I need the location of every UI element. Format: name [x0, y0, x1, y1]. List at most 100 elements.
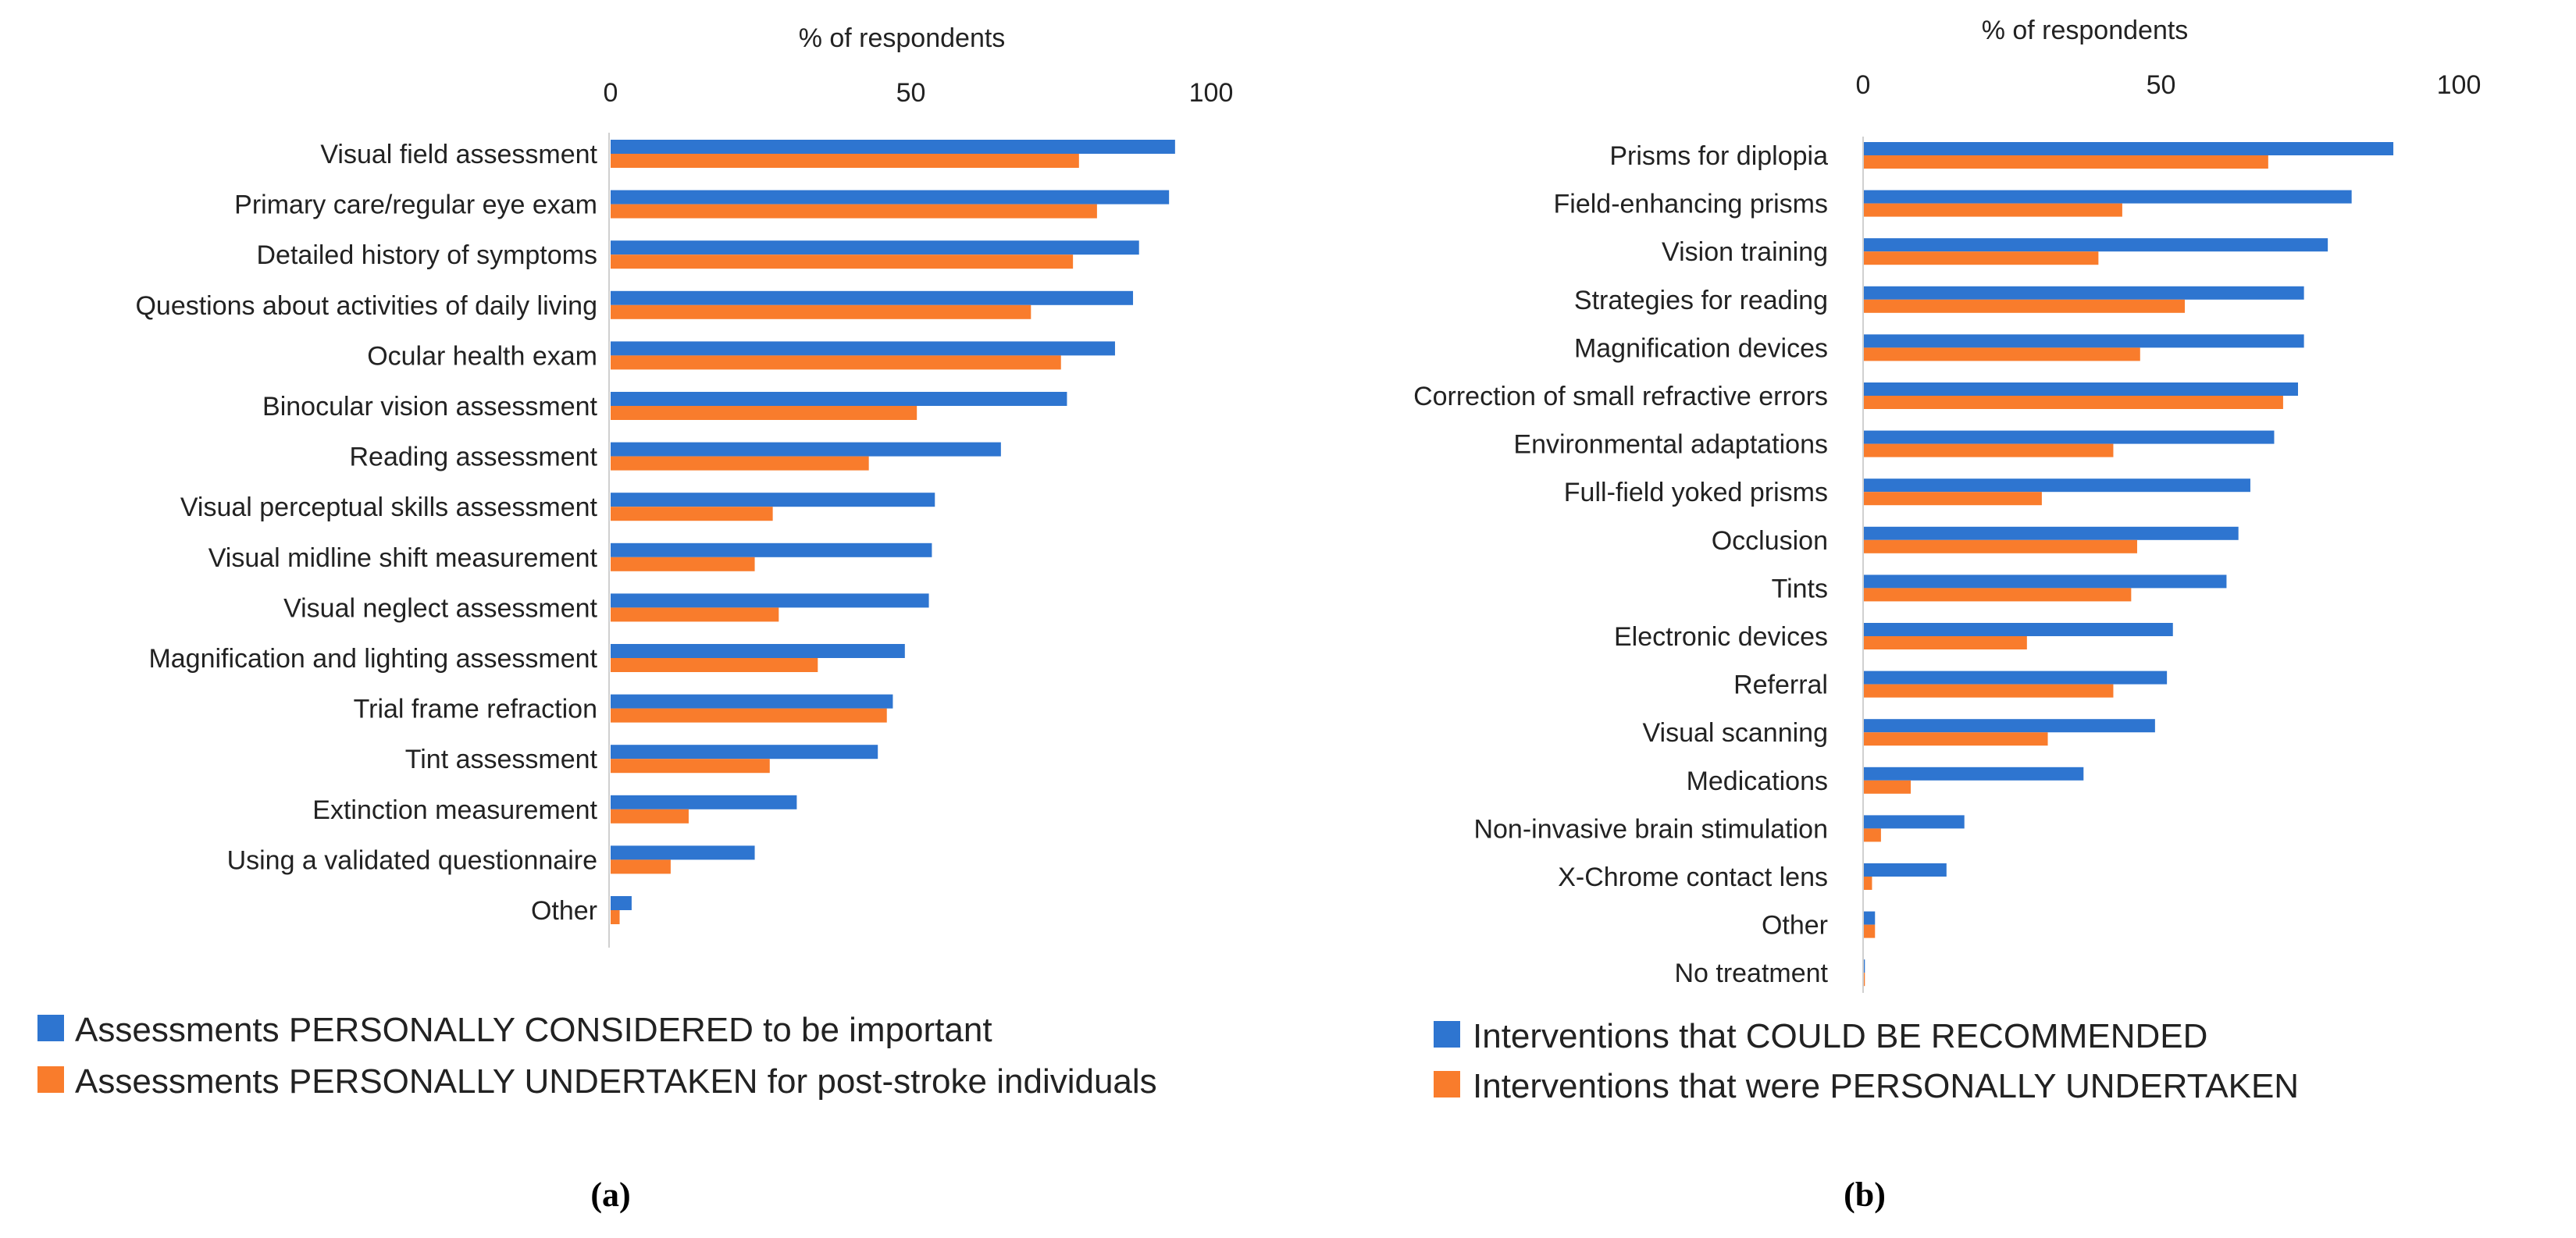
category-label: Strategies for reading [1574, 286, 1828, 315]
category-label: Detailed history of symptoms [257, 240, 598, 270]
bar-series-2 [611, 304, 1031, 319]
bar-series-1 [1863, 623, 2173, 636]
bar-series-2 [1863, 443, 2114, 457]
bar-series-2 [611, 355, 1061, 370]
bar-series-2 [611, 809, 689, 824]
bar-series-2 [1863, 539, 2137, 553]
bar-series-2 [611, 406, 917, 420]
bar-series-2 [1863, 877, 1872, 890]
bar-series-2 [611, 507, 773, 521]
legend-swatch [1434, 1071, 1460, 1097]
legend-label: Assessments PERSONALLY UNDERTAKEN for po… [75, 1062, 1157, 1101]
x-tick-label: 100 [2437, 70, 2482, 100]
category-label: Field-enhancing prisms [1554, 190, 1829, 219]
bar-series-1 [1863, 238, 2328, 252]
bar-series-1 [611, 543, 932, 557]
bar-series-1 [611, 593, 929, 608]
category-label: Using a validated questionnaire [227, 845, 597, 875]
bar-series-2 [611, 759, 770, 774]
category-label: Electronic devices [1614, 622, 1828, 652]
category-label: Visual field assessment [320, 140, 597, 169]
category-labels: Prisms for diplopia Field-enhancing prism… [1413, 141, 1828, 988]
chart-panel-b: % of respondents 0 50 100 Prisms for diplo… [1413, 16, 2481, 1214]
category-label: Ocular health exam [367, 341, 597, 371]
bar-series-1 [1863, 719, 2155, 733]
bar-series-1 [611, 493, 935, 507]
bar-series-2 [1863, 492, 2042, 506]
category-label: Full-field yoked prisms [1564, 478, 1828, 507]
bar-series-1 [1863, 767, 2084, 781]
category-label: Tint assessment [405, 745, 598, 774]
category-label: Primary care/regular eye exam [234, 190, 597, 220]
bar-series-2 [611, 607, 779, 622]
x-tick-label: 0 [604, 78, 618, 108]
bar-series-1 [1863, 334, 2304, 348]
bar-series-2 [611, 708, 887, 723]
category-label: Referral [1733, 671, 1828, 700]
bar-series-1 [611, 240, 1139, 255]
bar-series-1 [611, 694, 893, 709]
x-axis-title: % of respondents [799, 23, 1006, 53]
bar-series-2 [1863, 732, 2048, 746]
x-axis-title: % of respondents [1982, 16, 2189, 45]
bar-series-2 [611, 456, 869, 471]
bar-series-1 [611, 442, 1001, 457]
x-axis-ticks: 0 50 100 [604, 78, 1234, 108]
bar-series-2 [611, 154, 1079, 168]
category-label: Prisms for diplopia [1609, 141, 1828, 171]
bar-series-1 [1863, 526, 2239, 540]
bar-series-2 [611, 204, 1097, 219]
bar-series-2 [611, 859, 671, 874]
bar-series-2 [611, 254, 1074, 269]
category-label: Visual neglect assessment [283, 593, 597, 623]
bar-series-1 [1863, 142, 2394, 155]
category-label: Magnification and lighting assessment [148, 644, 597, 674]
legend-label: Assessments PERSONALLY CONSIDERED to be … [75, 1011, 992, 1049]
bar-series-1 [1863, 671, 2168, 685]
bar-series-2 [1863, 155, 2268, 169]
x-tick-label: 100 [1189, 78, 1234, 108]
bar-series-1 [1863, 478, 2250, 493]
category-label: Reading assessment [349, 443, 597, 472]
bar-series-2 [1863, 636, 2027, 649]
category-label: Visual perceptual skills assessment [180, 493, 598, 522]
category-label: Non-invasive brain stimulation [1473, 814, 1828, 844]
category-label: Other [531, 896, 597, 926]
x-tick-label: 50 [2147, 70, 2176, 100]
panel-label: (b) [1844, 1176, 1886, 1214]
category-labels: Visual field assessment Primary care/regu… [135, 140, 597, 926]
category-label: Trial frame refraction [354, 695, 597, 724]
bar-series-2 [611, 658, 818, 672]
bars [611, 140, 1175, 924]
bar-series-2 [1863, 251, 2099, 265]
bar-series-1 [611, 290, 1134, 305]
legend-swatch [37, 1015, 64, 1041]
category-label: Correction of small refractive errors [1413, 382, 1828, 411]
bar-series-1 [1863, 190, 2352, 204]
chart-panel-a: % of respondents 0 50 100 Visual field ass… [37, 23, 1233, 1214]
bar-series-1 [611, 644, 905, 658]
category-label: Other [1762, 911, 1828, 941]
legend: Assessments PERSONALLY CONSIDERED to be … [37, 1011, 1157, 1101]
bar-series-2 [1863, 396, 2283, 409]
bar-series-2 [1863, 347, 2140, 361]
bar-series-1 [611, 896, 632, 910]
category-label: Environmental adaptations [1513, 430, 1828, 460]
bar-series-1 [1863, 959, 1865, 973]
bar-series-2 [611, 910, 620, 924]
bar-series-2 [1863, 828, 1881, 842]
bar-series-1 [1863, 911, 1876, 925]
bars [1863, 142, 2394, 987]
bar-series-1 [611, 845, 755, 860]
bar-series-2 [1863, 780, 1912, 794]
x-axis-ticks: 0 50 100 [1856, 70, 2482, 100]
bar-series-1 [611, 745, 878, 760]
panel-label: (a) [590, 1176, 630, 1214]
category-label: Visual midline shift measurement [208, 543, 598, 573]
bar-series-2 [1863, 973, 1865, 987]
category-label: Magnification devices [1574, 333, 1828, 363]
bar-series-1 [611, 140, 1175, 154]
x-tick-label: 50 [896, 78, 926, 108]
bar-series-1 [611, 341, 1115, 356]
